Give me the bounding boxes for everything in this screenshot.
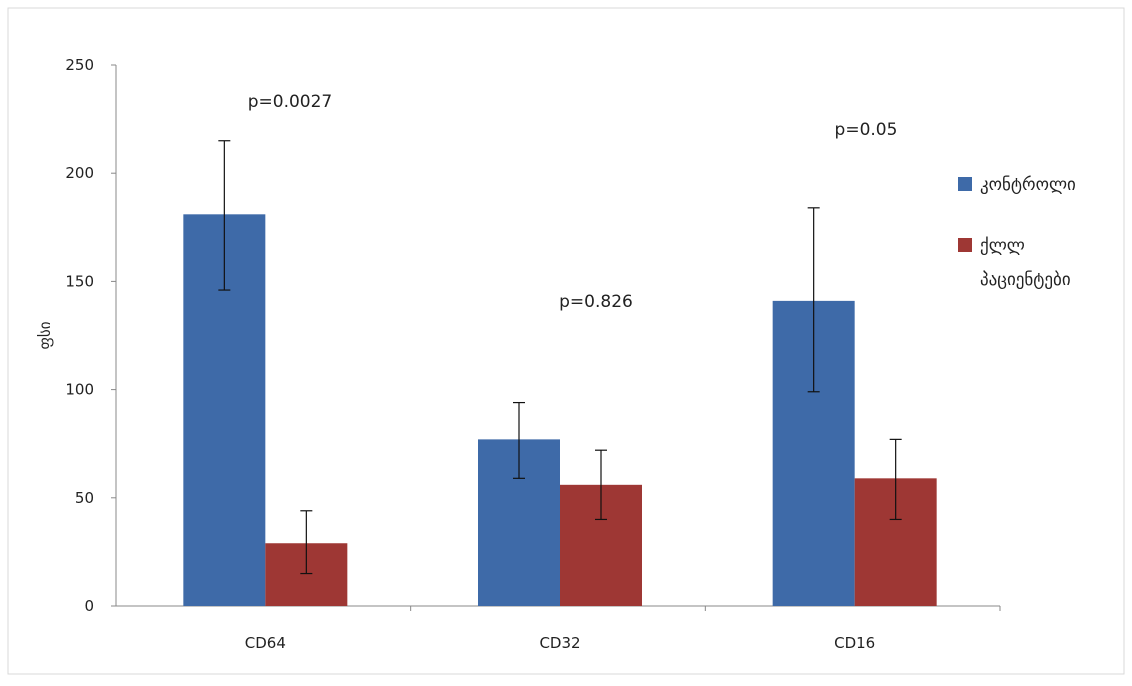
legend-swatch (958, 177, 972, 191)
y-tick-label: 200 (65, 164, 94, 182)
y-tick-label: 250 (65, 56, 94, 74)
error-bars (218, 140, 902, 575)
y-tick-label: 0 (84, 597, 94, 615)
legend-label: პაციენტები (980, 270, 1071, 290)
x-tick-label: CD16 (834, 634, 875, 652)
y-tick-label: 100 (65, 381, 94, 399)
legend-label: ქლლ (980, 236, 1025, 256)
bars (183, 214, 937, 607)
legend-swatch (958, 238, 972, 252)
chart-frame (7, 7, 1125, 675)
legend: კონტროლი ქლლ პაციენტები (958, 175, 1076, 290)
y-axis-label: ფსი (36, 321, 54, 349)
labels: CD64 CD32 CD16 p=0.0027 p=0.826 p=0.05 (245, 92, 898, 652)
x-tick-label: CD32 (539, 634, 580, 652)
y-tick-label: 50 (75, 489, 94, 507)
p-value-annotation: p=0.0027 (248, 92, 333, 112)
legend-label: კონტროლი (980, 175, 1076, 195)
p-value-annotation: p=0.826 (559, 292, 633, 312)
x-tick-label: CD64 (245, 634, 286, 652)
p-value-annotation: p=0.05 (835, 120, 898, 140)
y-tick-label: 150 (65, 272, 94, 290)
